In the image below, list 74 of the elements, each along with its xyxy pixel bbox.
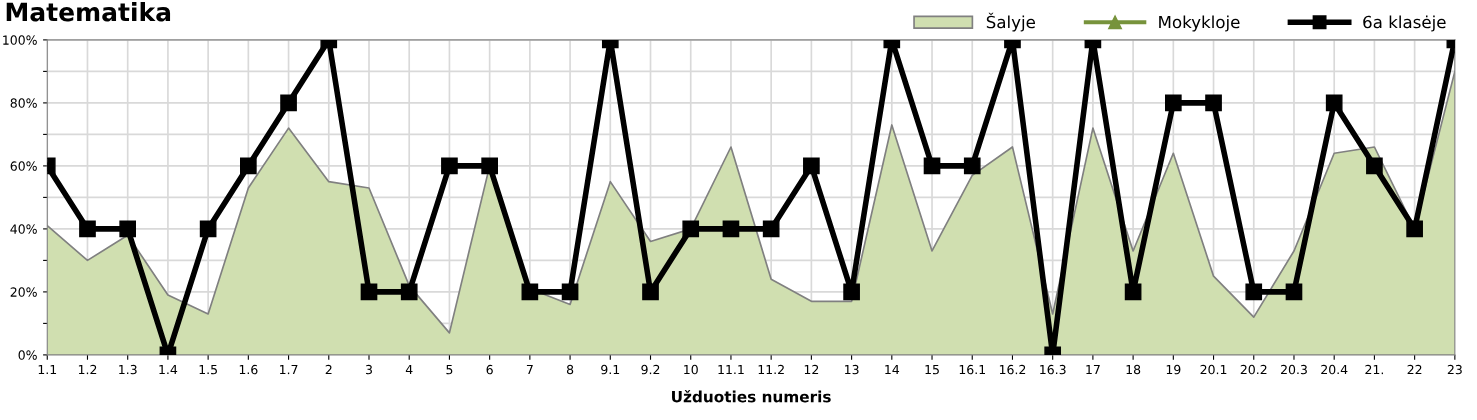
x-tick-label: 16.3 [1040, 364, 1066, 375]
point [762, 220, 780, 238]
y-tick-label: 40% [10, 224, 37, 234]
x-tick-label: 20.4 [1321, 364, 1348, 375]
point [1366, 157, 1383, 175]
point [722, 220, 740, 238]
point [561, 283, 579, 301]
x-tick-label: 1.6 [239, 364, 258, 375]
x-tick-label: 14 [885, 365, 900, 375]
point [79, 220, 96, 238]
y-tick-label: 0% [18, 350, 37, 360]
x-tick-label: 12 [804, 364, 819, 375]
x-tick-label: 21. [1365, 364, 1383, 375]
x-tick-label: 1.7 [280, 365, 298, 375]
y-tick-label: 60% [10, 161, 37, 171]
x-tick-label: 17 [1086, 365, 1100, 375]
x-tick-label: 11.2 [758, 364, 784, 375]
x-tick-label: 23 [1447, 364, 1462, 375]
y-tick-label: 100% [3, 35, 37, 45]
x-tick-label: 22 [1407, 364, 1422, 375]
point [682, 220, 700, 238]
legend-label: Mokykloje [1159, 15, 1240, 32]
x-tick-label: 19 [1166, 364, 1181, 375]
x-tick-label: 1.1 [38, 365, 57, 375]
x-tick-label: 2 [325, 364, 332, 375]
x-tick-label: 18 [1126, 364, 1141, 375]
x-tick-label: 15 [925, 365, 939, 375]
x-tick-label: 13 [845, 364, 859, 375]
x-tick-label: 7 [526, 365, 533, 375]
x-tick-label: 20.2 [1240, 364, 1267, 375]
x-axis-title: Užduoties numeris [672, 390, 831, 403]
legend-label: Šalyje [986, 12, 1035, 32]
y-tick-label: 20% [10, 287, 37, 297]
point [642, 283, 659, 301]
point [280, 94, 297, 112]
x-tick-label: 20.1 [1200, 364, 1227, 375]
point [199, 220, 217, 238]
x-tick-label: 9.1 [601, 364, 620, 375]
chart-title: Matematika [6, 2, 171, 22]
point [481, 157, 498, 175]
x-tick-label: 8 [566, 364, 574, 375]
x-tick-label: 5 [446, 365, 453, 375]
x-tick-label: 16.1 [959, 364, 986, 375]
x-tick-label: 11.1 [718, 365, 744, 375]
x-tick-label: 1.2 [78, 364, 97, 375]
point [803, 157, 820, 175]
point [1406, 220, 1423, 238]
x-tick-label: 1.3 [119, 364, 137, 375]
legend-label: 6a klasėje [1363, 15, 1446, 32]
x-tick-label: 10 [684, 364, 698, 375]
x-tick-label: 9.2 [641, 364, 660, 375]
x-tick-label: 16.2 [999, 364, 1026, 375]
point [923, 157, 941, 175]
point [963, 157, 981, 175]
y-tick-label: 80% [10, 98, 37, 108]
x-tick-label: 1.4 [159, 365, 178, 375]
point [240, 157, 257, 175]
point [360, 283, 378, 301]
point [843, 283, 860, 301]
point [1325, 94, 1343, 112]
point [1245, 283, 1263, 301]
x-tick-label: 6 [486, 364, 493, 375]
x-tick-label: 4 [405, 365, 413, 375]
point [441, 157, 458, 175]
x-tick-label: 3 [365, 364, 372, 375]
point [521, 283, 539, 301]
point [1205, 94, 1222, 112]
x-tick-label: 20.3 [1280, 364, 1307, 375]
point [119, 220, 137, 238]
point [400, 283, 418, 301]
x-tick-label: 1.5 [199, 365, 217, 375]
point [1164, 94, 1182, 112]
point [1124, 283, 1142, 301]
point [1285, 283, 1303, 301]
